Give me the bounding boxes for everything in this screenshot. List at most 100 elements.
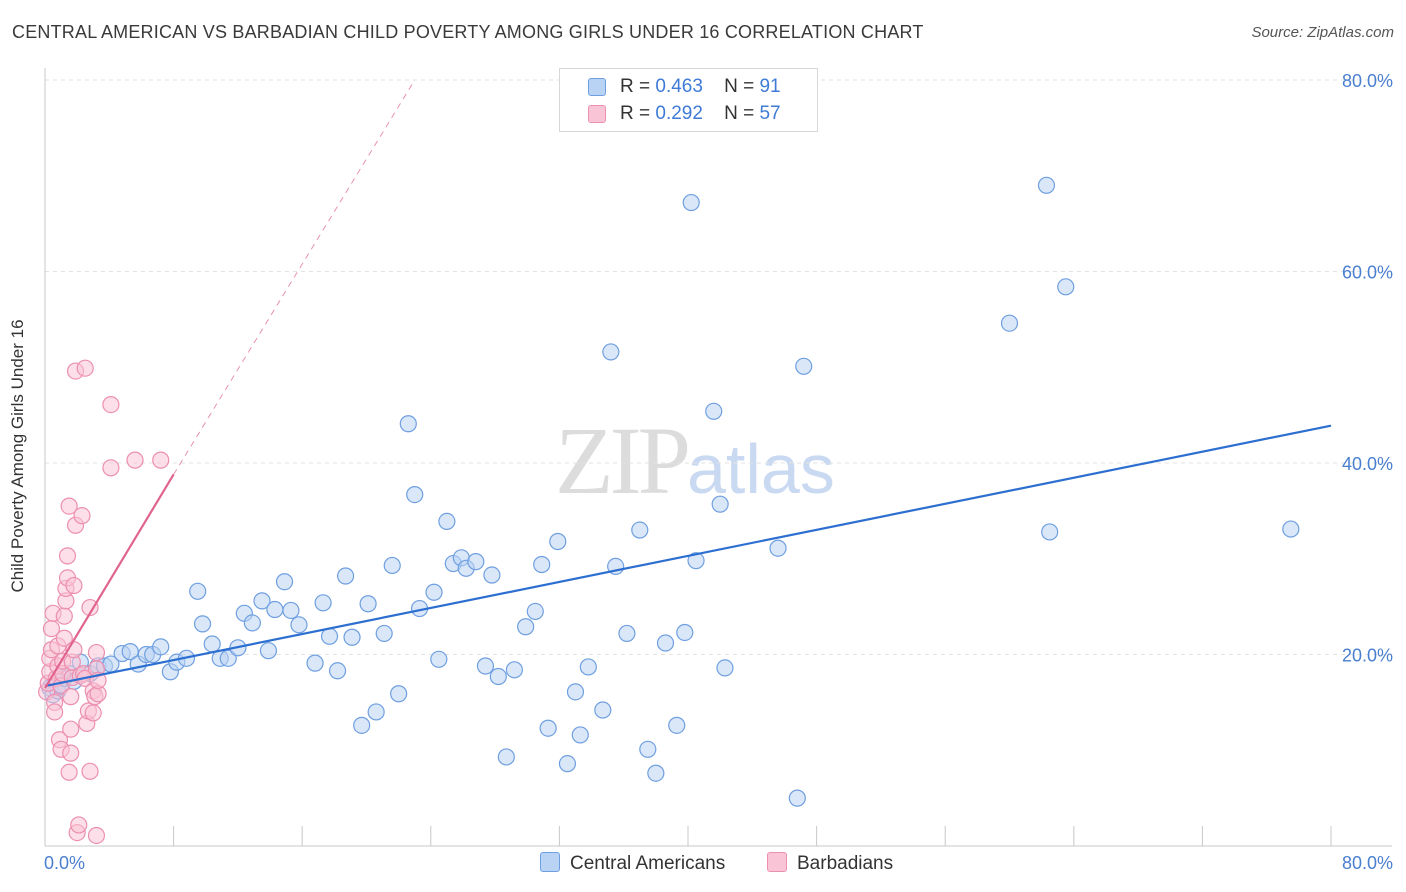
barbadian-point: [58, 547, 77, 565]
central-american-point: [549, 532, 567, 551]
watermark: ZIPatlas: [555, 405, 835, 516]
central-american-point: [399, 415, 417, 433]
barbadian-point: [81, 598, 99, 617]
legend-n-value: 91: [759, 76, 781, 97]
central-american-point: [1037, 176, 1056, 194]
central-american-point: [769, 539, 787, 557]
y-tick-label: 80.0%: [1342, 71, 1393, 91]
central-american-point: [483, 566, 501, 584]
central-american-point: [203, 635, 221, 653]
central-american-point: [275, 573, 294, 591]
barbadian-point: [102, 459, 120, 477]
central-american-point: [497, 748, 515, 766]
central-american-point: [716, 659, 734, 677]
central-american-point: [656, 634, 675, 652]
central-american-point: [438, 512, 456, 531]
central-american-point: [571, 726, 589, 744]
barbadian-point: [62, 720, 80, 738]
central-american-point: [328, 662, 347, 680]
barbadian-point: [87, 826, 106, 845]
central-american-point: [367, 703, 385, 721]
barbadian-point: [81, 762, 99, 780]
barbadian-point: [65, 576, 83, 595]
barbadian-point: [76, 359, 94, 377]
central-american-point: [668, 716, 686, 734]
barbadian-point: [55, 607, 73, 625]
central-american-point: [390, 685, 408, 703]
central-american-point: [566, 683, 585, 701]
legend-text-central: R = 0.463 N = 91: [620, 76, 781, 98]
legend-n-label: N =: [724, 76, 755, 97]
central-american-point: [314, 594, 332, 612]
central-american-point: [430, 650, 448, 668]
central-american-point: [594, 701, 612, 719]
legend-r-value: 0.292: [655, 103, 703, 124]
central-american-point: [282, 601, 300, 620]
legend-r-label: R =: [620, 76, 651, 97]
correlation-legend: R = 0.463 N = 91 R = 0.292 N = 57: [559, 68, 818, 132]
central-american-point: [266, 600, 284, 619]
central-american-point: [517, 618, 535, 636]
bottom-legend-label-central: Central Americans: [570, 853, 726, 874]
chart-title: CENTRAL AMERICAN VS BARBADIAN CHILD POVE…: [12, 22, 924, 42]
bottom-legend-swatch-barbadian: [767, 852, 787, 872]
central-american-point: [682, 193, 700, 212]
barbadian-point: [62, 688, 80, 706]
central-american-point: [337, 567, 355, 585]
legend-swatch-barbadian: [588, 105, 606, 123]
central-american-point: [253, 592, 271, 610]
central-american-point: [467, 553, 485, 571]
central-american-point: [489, 667, 507, 686]
barbadian-point: [46, 703, 64, 721]
central-american-point: [526, 602, 544, 621]
bottom-legend-swatch-central: [540, 852, 560, 872]
barbadian-point: [55, 629, 73, 647]
central-american-point: [579, 658, 597, 676]
barbadian-point: [60, 763, 78, 781]
central-american-point: [383, 556, 401, 575]
barbadian-point: [126, 451, 144, 469]
central-american-point: [788, 789, 806, 807]
barbadian-point: [60, 497, 78, 515]
central-american-point: [505, 661, 523, 679]
barbadian-point: [102, 395, 120, 414]
central-american-point: [618, 624, 636, 643]
central-american-point: [533, 555, 551, 574]
y-tick-label: 20.0%: [1342, 646, 1393, 666]
central-american-point: [1041, 523, 1059, 541]
central-american-point: [219, 649, 237, 667]
central-american-point: [193, 615, 212, 633]
central-american-point: [602, 343, 620, 361]
y-tick-label: 40.0%: [1342, 454, 1393, 474]
central-american-point: [343, 628, 361, 646]
central-american-point: [705, 402, 723, 420]
barbadian-trend-extension: [173, 79, 416, 475]
central-american-point: [476, 657, 495, 675]
central-american-point: [631, 521, 649, 539]
barbadian-trendline: [44, 473, 175, 689]
legend-text-barbadian: R = 0.292 N = 57: [620, 103, 781, 125]
central-american-point: [259, 642, 278, 660]
central-american-point: [647, 764, 665, 782]
x-tick-label: 80.0%: [1342, 853, 1393, 873]
bottom-legend-label-barbadian: Barbadians: [797, 853, 894, 874]
watermark-atlas: atlas: [687, 430, 835, 508]
barbadian-point: [62, 744, 80, 762]
central-american-point: [539, 719, 557, 737]
central-american-point: [243, 614, 261, 632]
central-american-trendline: [44, 424, 1332, 688]
source-label: Source: ZipAtlas.com: [1251, 24, 1394, 41]
barbadian-point: [152, 451, 170, 469]
central-american-point: [687, 552, 705, 570]
x-tick-label: 0.0%: [44, 853, 85, 873]
central-american-point: [1282, 520, 1300, 538]
legend-n-value: 57: [759, 103, 781, 124]
barbadian-point: [87, 643, 106, 662]
barbadian-point: [70, 816, 88, 834]
central-american-point: [353, 716, 371, 734]
central-american-point: [290, 616, 308, 634]
central-american-point: [558, 755, 577, 773]
central-american-point: [189, 582, 207, 600]
central-american-point: [359, 595, 377, 613]
